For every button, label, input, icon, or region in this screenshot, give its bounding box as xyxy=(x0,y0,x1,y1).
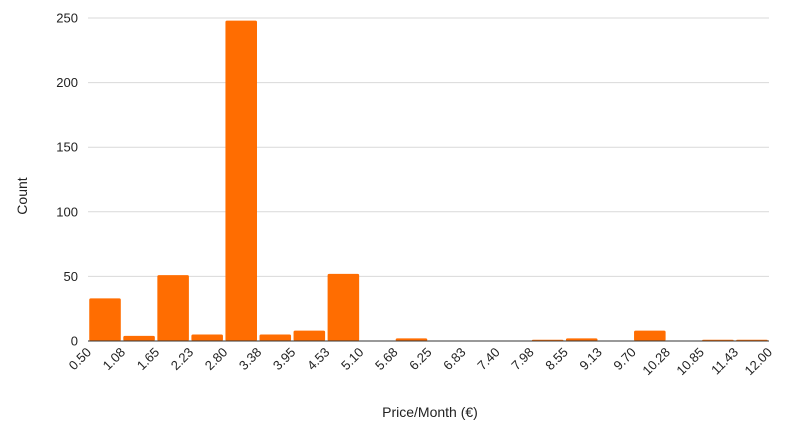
x-tick-label: 10.28 xyxy=(639,345,673,379)
x-tick-label: 12.00 xyxy=(742,345,776,379)
bar xyxy=(123,335,155,341)
bar xyxy=(89,298,121,341)
x-tick-label: 5.10 xyxy=(338,345,367,374)
y-tick-label: 200 xyxy=(56,75,78,90)
x-tick-label: 4.53 xyxy=(304,345,333,374)
bar xyxy=(634,330,666,341)
bar xyxy=(191,334,223,341)
y-tick-labels: 0 50 100 150 200 250 xyxy=(56,11,78,349)
bar xyxy=(157,275,189,341)
x-tick-label: 1.08 xyxy=(100,345,129,374)
x-tick-label: 7.98 xyxy=(508,345,537,374)
bar xyxy=(293,330,326,341)
y-tick-label: 150 xyxy=(56,140,78,155)
bar xyxy=(259,334,292,341)
x-tick-label: 6.83 xyxy=(440,345,469,374)
bar xyxy=(395,338,428,341)
x-tick-label: 7.40 xyxy=(474,345,503,374)
x-tick-label: 5.68 xyxy=(372,345,401,374)
bar xyxy=(225,20,257,342)
y-gridlines xyxy=(88,17,769,277)
y-tick-label: 100 xyxy=(56,204,78,219)
x-tick-label: 3.95 xyxy=(270,345,299,374)
x-tick-label: 9.13 xyxy=(576,345,605,374)
bars xyxy=(89,20,768,342)
x-tick-labels: 0.50 1.08 1.65 2.23 2.80 3.38 3.95 4.53 5.10 5.68… xyxy=(66,345,776,379)
y-tick-label: 250 xyxy=(56,11,78,26)
y-axis-title: Count xyxy=(14,177,30,214)
x-tick-label: 11.43 xyxy=(708,345,741,378)
y-tick-label: 0 xyxy=(71,334,78,349)
x-tick-label: 9.70 xyxy=(610,345,639,374)
x-tick-label: 8.55 xyxy=(542,345,571,374)
x-tick-label: 1.65 xyxy=(134,345,163,374)
y-tick-label: 50 xyxy=(64,269,78,284)
x-tick-label: 10.85 xyxy=(673,345,707,379)
bar xyxy=(565,338,598,341)
x-tick-label: 3.38 xyxy=(236,345,265,374)
x-tick-label: 0.50 xyxy=(66,345,95,374)
x-axis-title: Price/Month (€) xyxy=(382,404,478,420)
bar xyxy=(327,273,360,341)
x-tick-label: 2.80 xyxy=(202,345,231,374)
x-tick-label: 2.23 xyxy=(168,345,197,374)
x-tick-label: 6.25 xyxy=(406,345,435,374)
